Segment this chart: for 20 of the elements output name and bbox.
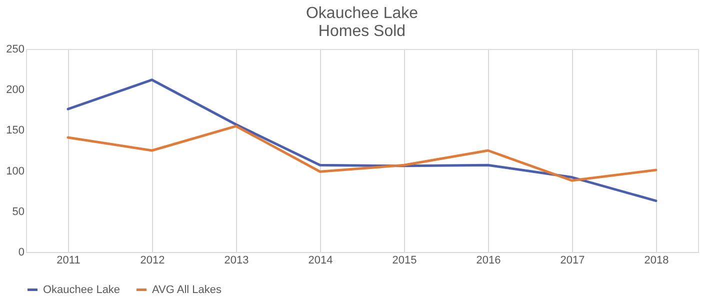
y-tick-label: 0 [18,246,24,258]
line-series [66,124,658,182]
x-tick-label: 2011 [56,254,80,266]
x-tick-label: 2014 [308,254,333,266]
y-tick-label: 100 [6,165,24,178]
x-tick-label: 2013 [224,254,249,266]
text: Okauchee Lake [306,5,418,22]
legend-label: AVG All Lakes [152,284,222,296]
x-tick-label: 2015 [392,254,417,266]
y-tick-label: 150 [6,124,24,137]
text: Homes Sold [318,23,406,40]
x-tick-label: 2016 [476,254,501,266]
y-tick-label: 200 [6,84,24,96]
y-tick-label: 50 [12,206,24,218]
y-tick-label: 250 [6,44,24,56]
legend-label: Okauchee Lake [43,284,120,296]
line-series [66,78,658,202]
x-tick-label: 2012 [140,254,165,266]
x-tick-label: 2017 [560,254,585,266]
x-tick-label: 2018 [644,254,669,266]
